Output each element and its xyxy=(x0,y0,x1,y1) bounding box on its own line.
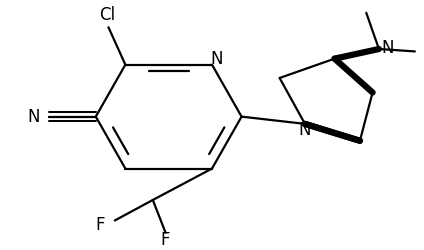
Text: Cl: Cl xyxy=(99,6,115,24)
Text: N: N xyxy=(381,39,393,57)
Text: F: F xyxy=(96,216,105,234)
Text: N: N xyxy=(28,108,40,126)
Text: F: F xyxy=(161,231,170,249)
Text: N: N xyxy=(210,50,223,68)
Text: N: N xyxy=(299,121,311,139)
